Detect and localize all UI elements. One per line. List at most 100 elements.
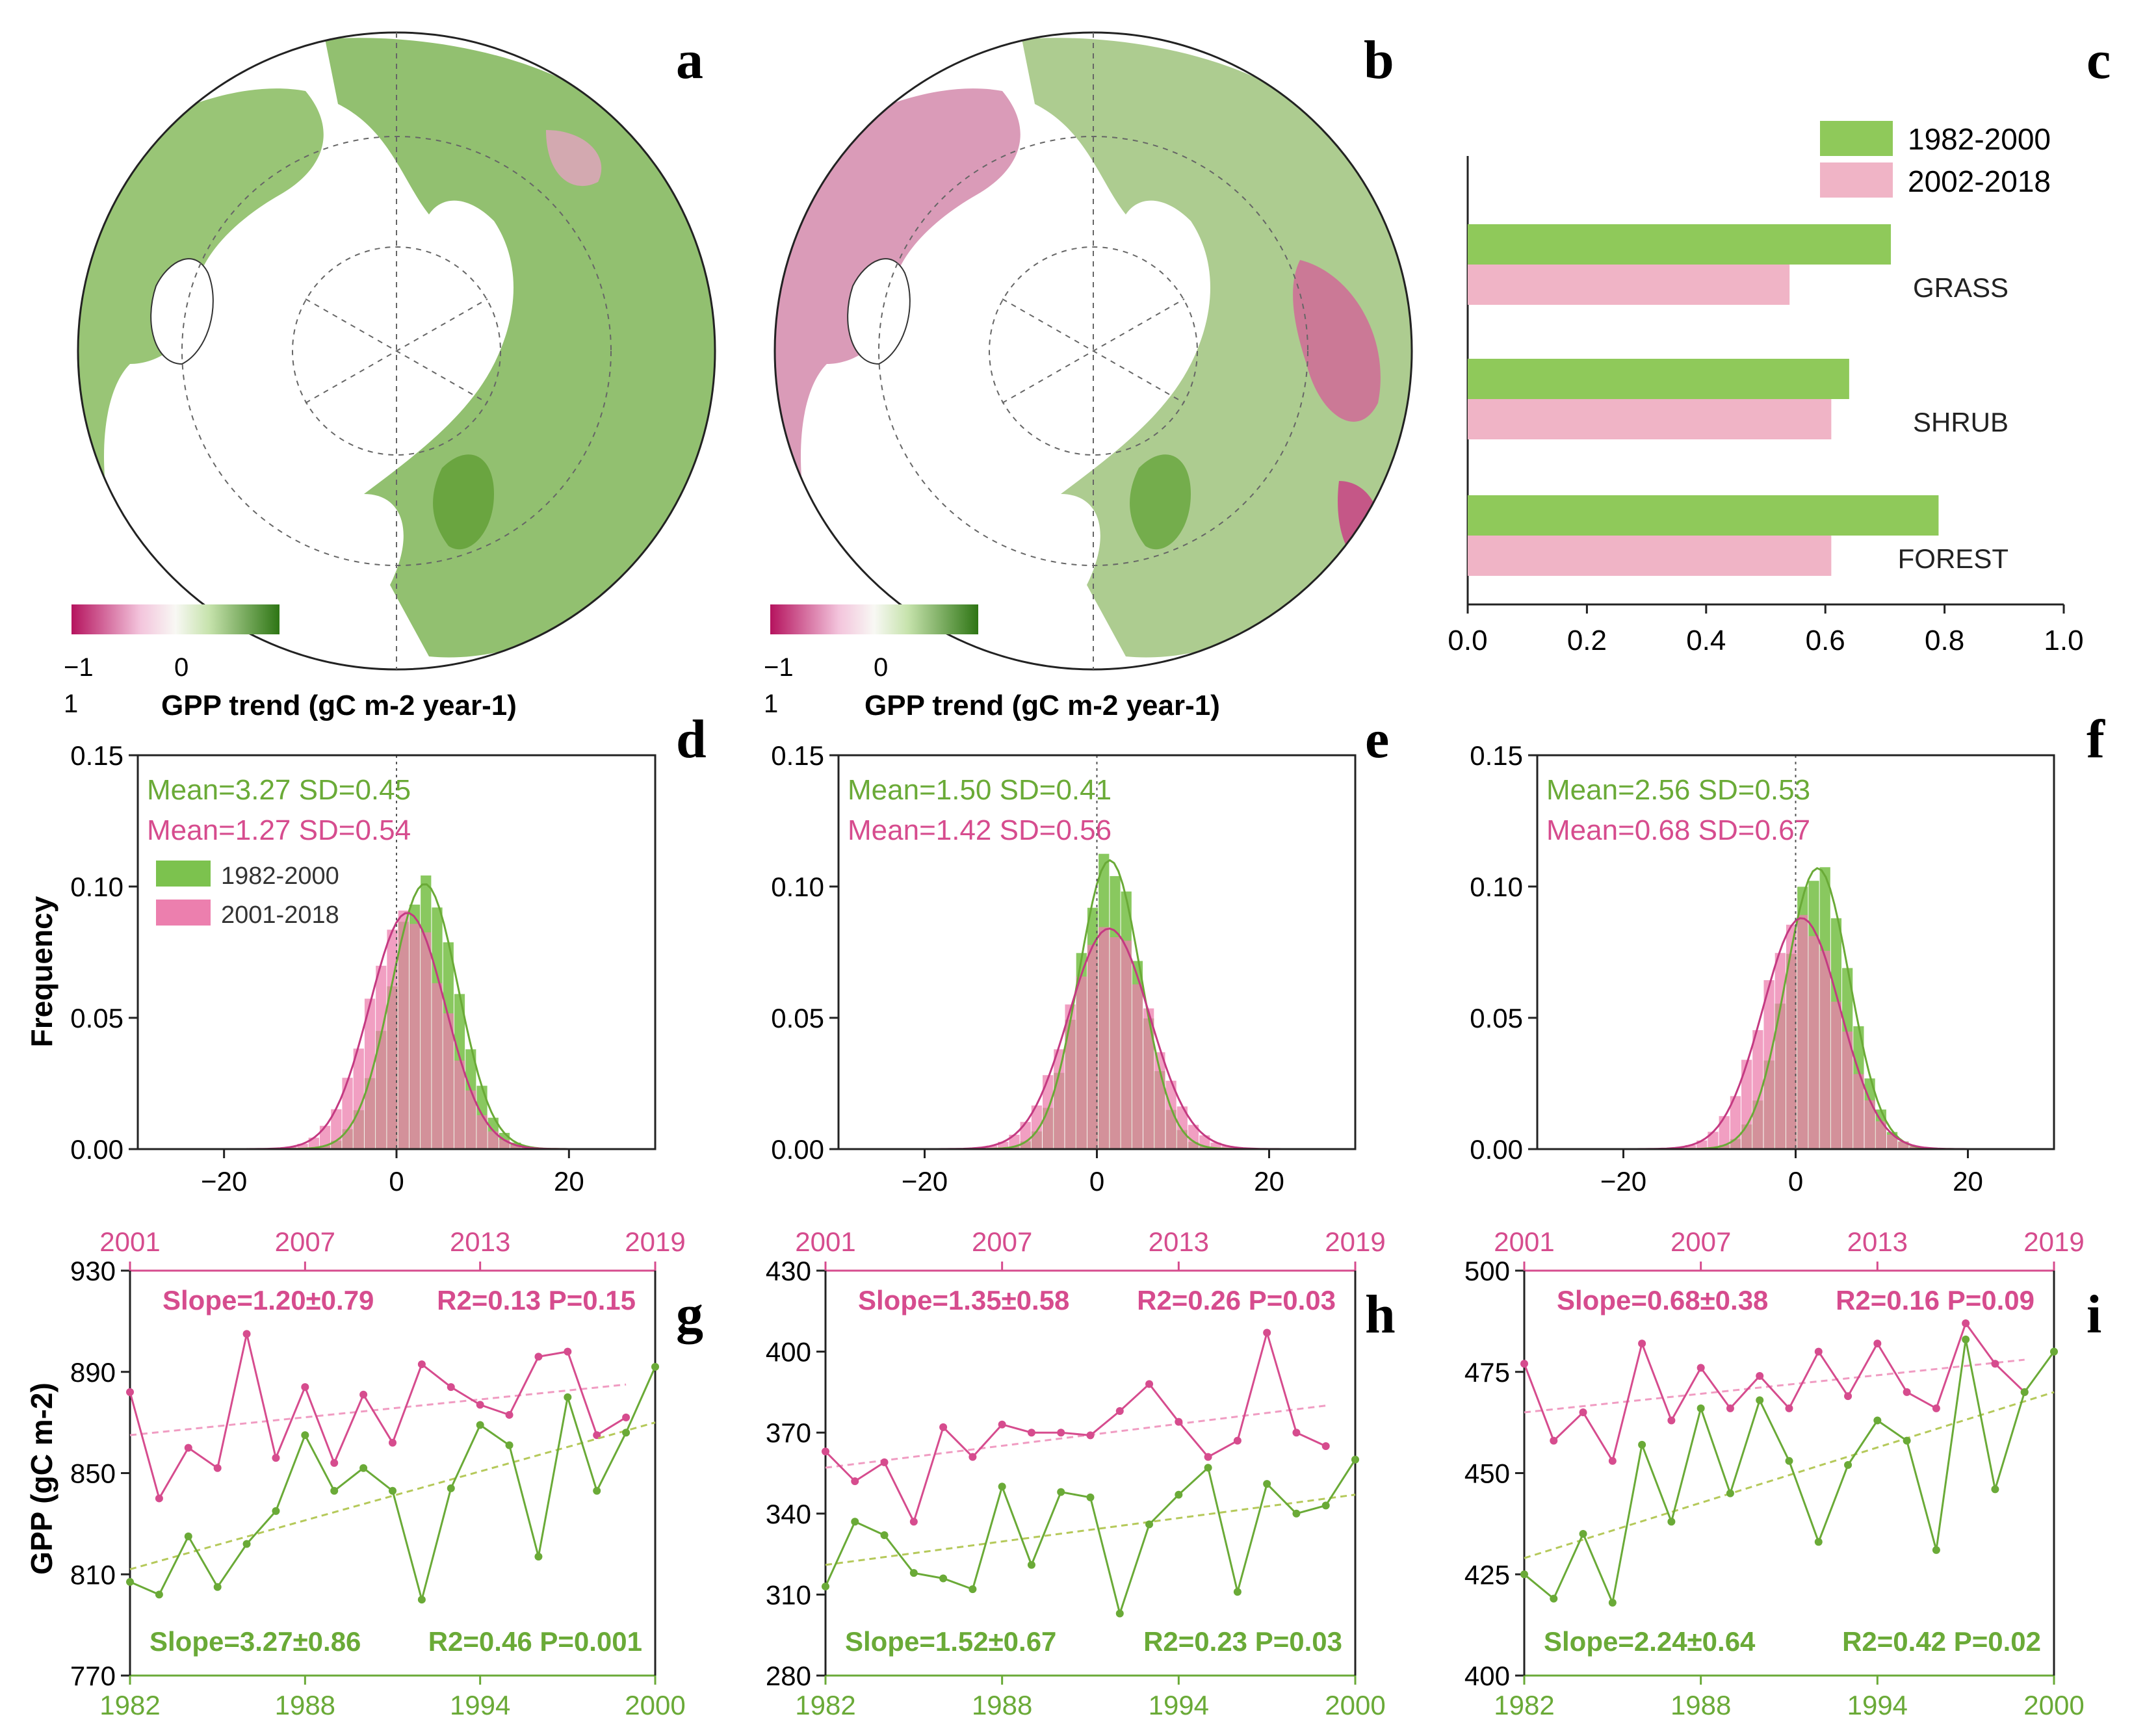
bar-c-category-label: SHRUB xyxy=(1913,407,2008,437)
histogram-ytick-label: 0.00 xyxy=(70,1134,124,1165)
gpp-point-2001-2018 xyxy=(1087,1431,1095,1439)
bar-1982-2000 xyxy=(1468,224,1891,265)
mean-sd-annotation-pink: Mean=0.68 SD=0.67 xyxy=(1546,814,1810,846)
histogram-ytick-label: 0.05 xyxy=(1470,1003,1523,1033)
gpp-point-1982-2000 xyxy=(506,1442,514,1449)
gpp-point-1982-2000 xyxy=(1057,1488,1065,1496)
slope-annotation-pink: Slope=1.20±0.79 xyxy=(162,1285,374,1315)
line-ytick-label: 430 xyxy=(766,1256,811,1286)
r2-annotation-green: R2=0.23 P=0.03 xyxy=(1143,1626,1342,1657)
histogram-bar-2001-2018 xyxy=(410,924,420,1149)
gpp-point-2001-2018 xyxy=(1322,1442,1330,1450)
histogram-ytick-label: 0.15 xyxy=(1470,740,1523,771)
map-panel-a: a −1 0 1 GPP trend (gC m-2 year-1) xyxy=(61,30,722,721)
gpp-point-2001-2018 xyxy=(1263,1329,1271,1337)
histogram-ytick-label: 0.10 xyxy=(70,872,124,902)
mean-sd-annotation-pink: Mean=1.27 SD=0.54 xyxy=(147,814,411,846)
histogram-xtick-label: 20 xyxy=(1953,1166,1983,1197)
colorbar-b-tick-0: 0 xyxy=(874,653,888,682)
bar-c-xtick-label: 0.2 xyxy=(1567,625,1607,656)
mean-sd-annotation-pink: Mean=1.42 SD=0.56 xyxy=(848,814,1112,846)
gpp-point-1982-2000 xyxy=(214,1583,222,1591)
gpp-point-1982-2000 xyxy=(968,1585,976,1593)
gpp-point-2001-2018 xyxy=(998,1421,1006,1429)
gpp-point-2001-2018 xyxy=(1204,1453,1212,1461)
gpp-point-1982-2000 xyxy=(534,1553,542,1561)
gpp-point-2001-2018 xyxy=(968,1453,976,1461)
gpp-point-2001-2018 xyxy=(1726,1405,1734,1412)
gpp-point-1982-2000 xyxy=(1667,1518,1675,1525)
gpp-point-2001-2018 xyxy=(1292,1429,1300,1436)
gpp-point-1982-2000 xyxy=(389,1487,396,1495)
slope-annotation-green: Slope=2.24±0.64 xyxy=(1544,1626,1756,1657)
legend-swatch-1982-2000 xyxy=(1820,121,1893,156)
histogram-ytick-label: 0.15 xyxy=(70,740,124,771)
r2-annotation-green: R2=0.46 P=0.001 xyxy=(428,1626,642,1657)
top-xtick-label: 2007 xyxy=(1670,1226,1731,1257)
bottom-xtick-label: 1994 xyxy=(1149,1690,1209,1720)
gpp-point-1982-2000 xyxy=(1175,1491,1182,1499)
top-xtick-label: 2013 xyxy=(450,1226,510,1257)
gpp-point-2001-2018 xyxy=(564,1348,571,1356)
gpp-point-1982-2000 xyxy=(1873,1417,1881,1425)
histogram-xtick-label: 20 xyxy=(554,1166,584,1197)
legend-swatch-1982-2000 xyxy=(156,861,211,887)
colorbar-b-tick-1: 1 xyxy=(764,690,778,718)
gpp-point-1982-2000 xyxy=(564,1393,571,1401)
bar-c-xtick-label: 0.6 xyxy=(1806,625,1845,656)
gpp-point-2001-2018 xyxy=(1667,1417,1675,1425)
bottom-xtick-label: 2000 xyxy=(2023,1690,2084,1720)
bottom-xtick-label: 1994 xyxy=(1847,1690,1908,1720)
gpp-point-1982-2000 xyxy=(418,1596,426,1603)
histogram-ytick-label: 0.00 xyxy=(771,1134,824,1165)
gpp-point-1982-2000 xyxy=(1204,1464,1212,1471)
line-ytick-label: 425 xyxy=(1464,1559,1510,1590)
bar-2002-2018 xyxy=(1468,265,1789,305)
colorbar-a-tick-0: 0 xyxy=(174,653,188,682)
mean-sd-annotation-green: Mean=1.50 SD=0.41 xyxy=(848,774,1112,806)
gpp-point-2001-2018 xyxy=(476,1401,484,1408)
gpp-point-2001-2018 xyxy=(155,1494,163,1502)
histogram-ytick-label: 0.05 xyxy=(70,1003,124,1033)
top-xtick-label: 2019 xyxy=(1325,1226,1385,1257)
gpp-point-1982-2000 xyxy=(881,1531,889,1539)
gpp-point-1982-2000 xyxy=(185,1533,192,1540)
gpp-point-2001-2018 xyxy=(1175,1418,1182,1426)
gpp-point-1982-2000 xyxy=(1962,1336,1970,1343)
histogram-ytick-label: 0.10 xyxy=(1470,872,1523,902)
bottom-xtick-label: 1982 xyxy=(99,1690,160,1720)
histogram-bar-2001-2018 xyxy=(1820,951,1830,1149)
gpp-point-2001-2018 xyxy=(1580,1408,1587,1416)
top-xtick-label: 2019 xyxy=(625,1226,685,1257)
gpp-point-1982-2000 xyxy=(1903,1437,1911,1445)
colorbar-a-label: GPP trend (gC m-2 year-1) xyxy=(161,690,517,721)
gpp-point-2001-2018 xyxy=(126,1388,134,1396)
gpp-point-1982-2000 xyxy=(822,1583,829,1590)
panel-label-b: b xyxy=(1364,30,1394,90)
histogram-xtick-label: 20 xyxy=(1254,1166,1284,1197)
gpp-point-2001-2018 xyxy=(1756,1372,1763,1380)
gpp-point-2001-2018 xyxy=(1520,1360,1528,1367)
panel-label-a: a xyxy=(676,30,703,90)
gpp-point-2001-2018 xyxy=(418,1360,426,1368)
histogram-xtick-label: 0 xyxy=(1788,1166,1803,1197)
bar-c-category-label: GRASS xyxy=(1913,272,2008,303)
bar-c-category-label: FOREST xyxy=(1898,543,2008,574)
bar-2002-2018 xyxy=(1468,399,1831,439)
histogram-xtick-label: −20 xyxy=(1600,1166,1646,1197)
gpp-axis-label: GPP (gC m-2) xyxy=(25,1382,58,1575)
gpp-point-2001-2018 xyxy=(1028,1429,1035,1436)
bar-c-xtick-label: 0.8 xyxy=(1925,625,1964,656)
slope-annotation-pink: Slope=1.35±0.58 xyxy=(858,1285,1069,1315)
bottom-xtick-label: 1988 xyxy=(1670,1690,1731,1720)
gpp-point-2001-2018 xyxy=(243,1330,251,1338)
frequency-axis-label: Frequency xyxy=(25,896,58,1047)
histogram-xtick-label: −20 xyxy=(201,1166,247,1197)
gpp-point-2001-2018 xyxy=(330,1459,338,1467)
panel-label-i: i xyxy=(2086,1284,2101,1345)
legend-swatch-2002-2018 xyxy=(1820,162,1893,198)
gpp-point-2001-2018 xyxy=(1962,1319,1970,1327)
gpp-point-1982-2000 xyxy=(1815,1538,1823,1546)
